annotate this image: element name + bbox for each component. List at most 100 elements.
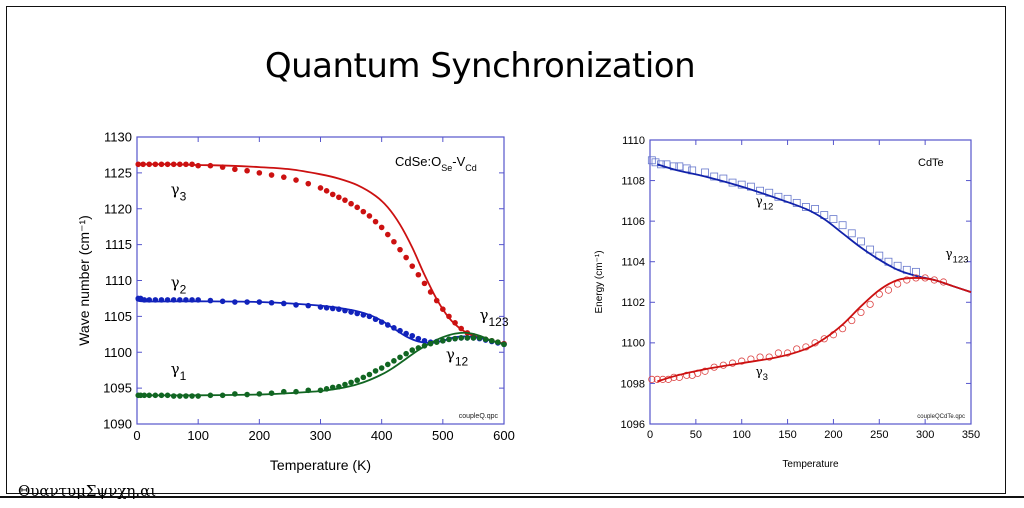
- data-point: [415, 271, 422, 278]
- data-point: [391, 238, 397, 245]
- data-point: [838, 221, 847, 230]
- data-point: [384, 231, 391, 238]
- data-point: [452, 335, 458, 342]
- data-point: [847, 229, 856, 238]
- data-point: [710, 172, 719, 181]
- x-tick-label: 350: [962, 429, 980, 441]
- gamma: γ: [446, 345, 455, 363]
- series-line: [657, 163, 972, 293]
- data-point: [378, 365, 385, 371]
- curve-label: γ12: [446, 345, 469, 368]
- annotation-part: -V: [452, 154, 465, 169]
- data-point: [792, 198, 801, 207]
- gamma-subscript: 1: [180, 369, 187, 383]
- curve-label: γ3: [755, 364, 768, 383]
- data-point: [366, 213, 373, 219]
- x-tick-label: 0: [133, 428, 140, 443]
- x-tick-label: 200: [824, 429, 842, 441]
- annotation-part: Se: [441, 163, 452, 173]
- x-tick-label: 150: [778, 429, 796, 441]
- x-axis-label: Temperature: [782, 459, 839, 470]
- data-point: [857, 308, 865, 317]
- data-point: [701, 367, 709, 375]
- data-point: [403, 350, 409, 357]
- x-tick-label: 200: [248, 428, 270, 443]
- file-label: coupleQ.qpc: [459, 413, 499, 420]
- x-tick-label: 100: [733, 429, 751, 441]
- y-tick-label: 1108: [621, 175, 645, 187]
- annotation-part: Cd: [465, 163, 477, 173]
- data-point: [415, 335, 422, 342]
- data-point: [651, 158, 660, 167]
- x-tick-label: 300: [310, 428, 332, 443]
- data-point: [372, 218, 379, 225]
- data-point: [281, 174, 287, 180]
- data-point: [354, 204, 361, 211]
- gamma: γ: [171, 274, 180, 292]
- chart-annotation-cdte: CdTe: [918, 157, 944, 169]
- y-tick-label: 1098: [621, 378, 645, 390]
- x-tick-label: 0: [647, 429, 653, 441]
- series-line: [657, 277, 972, 383]
- data-point: [501, 341, 507, 348]
- y-tick-label: 1104: [621, 257, 645, 269]
- curve-label: γ12: [755, 194, 773, 213]
- y-tick-label: 1105: [104, 309, 132, 324]
- data-point: [811, 205, 819, 213]
- gamma: γ: [945, 247, 952, 261]
- data-point: [701, 168, 709, 177]
- data-point: [728, 359, 737, 367]
- y-tick-label: 1110: [622, 135, 645, 147]
- gamma: γ: [480, 306, 489, 324]
- data-point: [894, 280, 902, 288]
- data-point: [342, 197, 348, 203]
- series-line: [136, 331, 505, 397]
- y-tick-label: 1100: [621, 338, 645, 350]
- series-group: [647, 156, 972, 383]
- data-point: [397, 354, 403, 361]
- data-point: [348, 379, 354, 386]
- data-point: [648, 375, 656, 383]
- data-point: [765, 353, 773, 361]
- gamma-subscript: 3: [180, 189, 187, 203]
- data-point: [675, 162, 684, 171]
- series-group: [135, 161, 507, 399]
- gamma-subscript: 12: [455, 354, 469, 368]
- data-point: [293, 177, 299, 183]
- series-line: [136, 163, 505, 345]
- data-point: [458, 335, 464, 341]
- gamma-subscript: 123: [952, 254, 968, 265]
- data-point: [391, 358, 397, 364]
- data-point: [409, 347, 416, 353]
- data-point: [857, 237, 865, 246]
- data-point: [329, 191, 336, 198]
- bottom-rule: [0, 496, 1024, 498]
- data-point: [829, 215, 838, 224]
- data-point: [783, 349, 792, 357]
- data-point: [256, 170, 263, 176]
- data-point: [737, 180, 746, 189]
- y-tick-label: 1095: [103, 381, 132, 396]
- gamma: γ: [171, 180, 180, 198]
- data-point: [354, 377, 361, 384]
- data-point: [409, 332, 416, 339]
- data-point: [683, 371, 691, 379]
- data-point: [470, 335, 477, 341]
- data-point: [360, 374, 367, 381]
- data-point: [421, 280, 428, 287]
- data-point: [366, 371, 373, 378]
- data-point: [409, 263, 416, 269]
- slide-frame: [6, 6, 1006, 494]
- curve-label: γ123: [945, 247, 968, 266]
- file-label: coupleQCdTe.qpc: [917, 414, 965, 420]
- x-axis-label: Temperature (K): [270, 457, 371, 473]
- x-tick-label: 400: [371, 428, 393, 443]
- data-point: [774, 349, 783, 357]
- y-tick-label: 1130: [104, 130, 132, 145]
- slide-title: Quantum Synchronization: [264, 46, 696, 86]
- x-tick-label: 50: [690, 429, 702, 441]
- y-tick-label: 1100: [104, 345, 132, 360]
- data-point: [446, 336, 452, 343]
- y-tick-label: 1110: [105, 273, 132, 288]
